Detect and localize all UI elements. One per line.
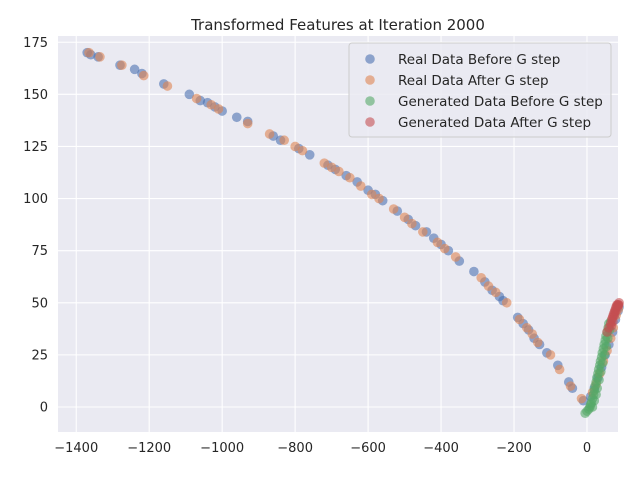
- scatter-point: [304, 150, 315, 160]
- x-tick-label: −800: [277, 441, 313, 456]
- y-tick-label: 50: [31, 296, 48, 311]
- scatter-point: [366, 189, 377, 200]
- scatter-point: [326, 162, 337, 173]
- scatter-point: [476, 272, 486, 283]
- scatter-point: [565, 381, 576, 391]
- chart-title: Transformed Features at Iteration 2000: [190, 16, 485, 34]
- y-tick-label: 125: [23, 140, 48, 155]
- legend-marker: [365, 75, 375, 85]
- scatter-point: [576, 393, 587, 404]
- scatter-point: [356, 181, 366, 191]
- scatter-point: [592, 383, 603, 394]
- legend-marker: [365, 117, 375, 127]
- scatter-point: [501, 297, 512, 308]
- scatter-point: [532, 337, 543, 348]
- legend-marker: [365, 96, 375, 106]
- y-tick-label: 100: [23, 192, 48, 207]
- scatter-point: [374, 193, 384, 204]
- scatter-point: [138, 70, 149, 81]
- scatter-point: [84, 47, 94, 58]
- x-tick-label: −1200: [127, 441, 171, 456]
- y-tick-label: 75: [31, 244, 48, 259]
- y-tick-label: 150: [23, 88, 48, 103]
- scatter-point: [117, 60, 127, 70]
- scatter-point: [596, 366, 606, 377]
- x-tick-label: 0: [583, 441, 591, 456]
- scatter-point: [439, 243, 450, 254]
- scatter-point: [279, 135, 289, 146]
- scatter-point: [483, 281, 494, 291]
- scatter-point: [521, 322, 532, 333]
- scatter-point: [599, 350, 610, 360]
- scatter-point: [242, 118, 253, 129]
- y-tick-label: 25: [31, 348, 48, 363]
- scatter-point: [231, 112, 242, 123]
- scatter-point: [418, 227, 428, 237]
- legend-label: Real Data After G step: [398, 73, 549, 89]
- scatter-point: [388, 204, 399, 214]
- scatter-point: [319, 158, 330, 168]
- scatter-point: [469, 266, 479, 277]
- scatter-point: [184, 89, 195, 100]
- scatter-point: [345, 172, 355, 183]
- scatter-point: [206, 99, 217, 110]
- legend-label: Generated Data Before G step: [398, 94, 603, 110]
- scatter-point: [490, 287, 501, 298]
- series-4: [602, 297, 624, 337]
- scatter-point: [613, 300, 624, 310]
- scatter-point: [162, 81, 173, 91]
- scatter-point: [606, 320, 617, 331]
- scatter-point: [432, 237, 443, 248]
- legend: Real Data Before G step Real Data After G…: [348, 42, 612, 138]
- scatter-point: [545, 350, 556, 360]
- x-tick-label: −1400: [54, 441, 98, 456]
- axis-ticks: −1400 −1200 −1000 −800 −600 −400 −200 0 0 25 50 75 1…: [23, 36, 591, 456]
- scatter-point: [407, 218, 417, 229]
- scatter-point: [95, 52, 105, 62]
- scatter-point: [264, 129, 275, 139]
- x-tick-label: −400: [423, 441, 459, 456]
- y-tick-label: 175: [23, 36, 48, 51]
- scatter-point: [554, 364, 565, 375]
- x-tick-label: −1000: [200, 441, 244, 456]
- scatter-point: [594, 375, 604, 385]
- legend-marker: [365, 54, 375, 64]
- scatter-point: [514, 314, 525, 325]
- scatter-point: [399, 212, 410, 223]
- scatter-point: [191, 93, 202, 104]
- scatter-point: [601, 341, 612, 352]
- scatter-point: [450, 252, 461, 262]
- data-points: [82, 47, 624, 419]
- legend-label: Real Data Before G step: [398, 52, 560, 68]
- scatter-point: [334, 166, 344, 177]
- legend-label: Generated Data After G step: [398, 115, 591, 131]
- x-tick-label: −600: [350, 441, 386, 456]
- scatter-point: [597, 358, 608, 369]
- x-tick-label: −200: [496, 441, 532, 456]
- scatter-point: [290, 141, 300, 152]
- scatter-point: [129, 64, 140, 75]
- y-tick-label: 0: [40, 400, 48, 415]
- scatter-point: [213, 104, 224, 114]
- scatter-point: [297, 145, 308, 156]
- scatter-point: [527, 329, 538, 339]
- legend-box: [348, 42, 612, 138]
